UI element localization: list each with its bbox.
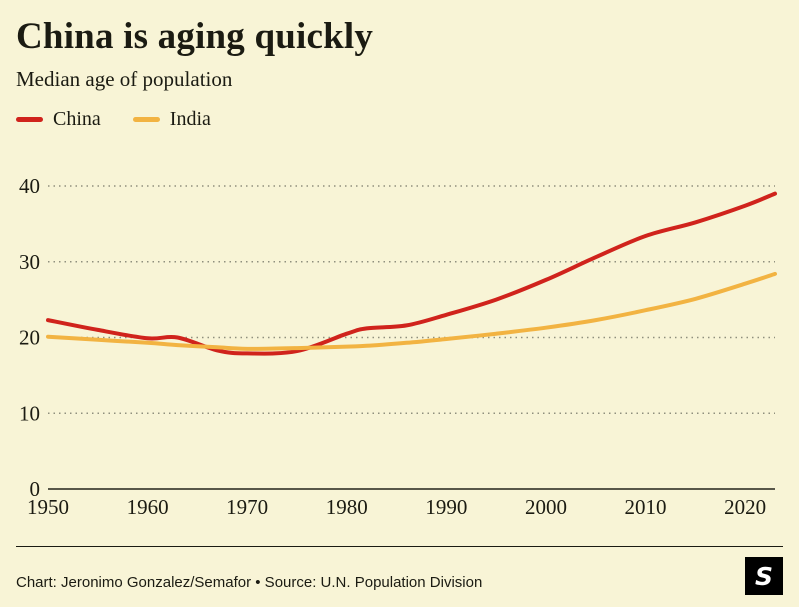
- y-tick-label: 20: [19, 325, 40, 349]
- credit-text: Chart: Jeronimo Gonzalez/Semafor • Sourc…: [16, 574, 483, 591]
- page-title: China is aging quickly: [16, 16, 374, 57]
- y-tick-label: 10: [19, 401, 40, 425]
- footer-divider: [16, 546, 783, 547]
- chart-subtitle: Median age of population: [16, 66, 233, 91]
- x-tick-label: 2020: [724, 495, 766, 519]
- y-tick-label: 0: [30, 477, 41, 501]
- legend-label-china: China: [53, 108, 101, 131]
- x-tick-label: 1990: [425, 495, 467, 519]
- x-tick-label: 2010: [625, 495, 667, 519]
- x-tick-label: 1950: [27, 495, 69, 519]
- x-tick-label: 2000: [525, 495, 567, 519]
- x-tick-label: 1980: [326, 495, 368, 519]
- footer: Chart: Jeronimo Gonzalez/Semafor • Sourc…: [16, 546, 783, 607]
- line-india: [46, 271, 777, 351]
- line-chart-svg: 0 10 20 30 40 1950 1960 1970 1980 1990 2000 2010 202…: [19, 174, 777, 519]
- x-tick-label: 1970: [226, 495, 268, 519]
- line-china: [46, 191, 777, 356]
- logo-letter: S: [754, 561, 773, 591]
- semafor-logo: S: [745, 557, 783, 595]
- chart-area: 0 10 20 30 40 1950 1960 1970 1980 1990 2000 2010 202…: [16, 146, 783, 521]
- legend-label-india: India: [169, 108, 211, 131]
- legend-item-china: China: [16, 108, 101, 131]
- legend: China India: [16, 108, 783, 132]
- footer-row: Chart: Jeronimo Gonzalez/Semafor • Sourc…: [16, 557, 783, 607]
- y-tick-label: 40: [19, 174, 40, 198]
- x-tick-label: 1960: [127, 495, 169, 519]
- legend-item-india: India: [132, 108, 211, 131]
- y-tick-label: 30: [19, 250, 40, 274]
- china-line-swatch: [16, 117, 43, 123]
- india-line-swatch: [132, 117, 160, 123]
